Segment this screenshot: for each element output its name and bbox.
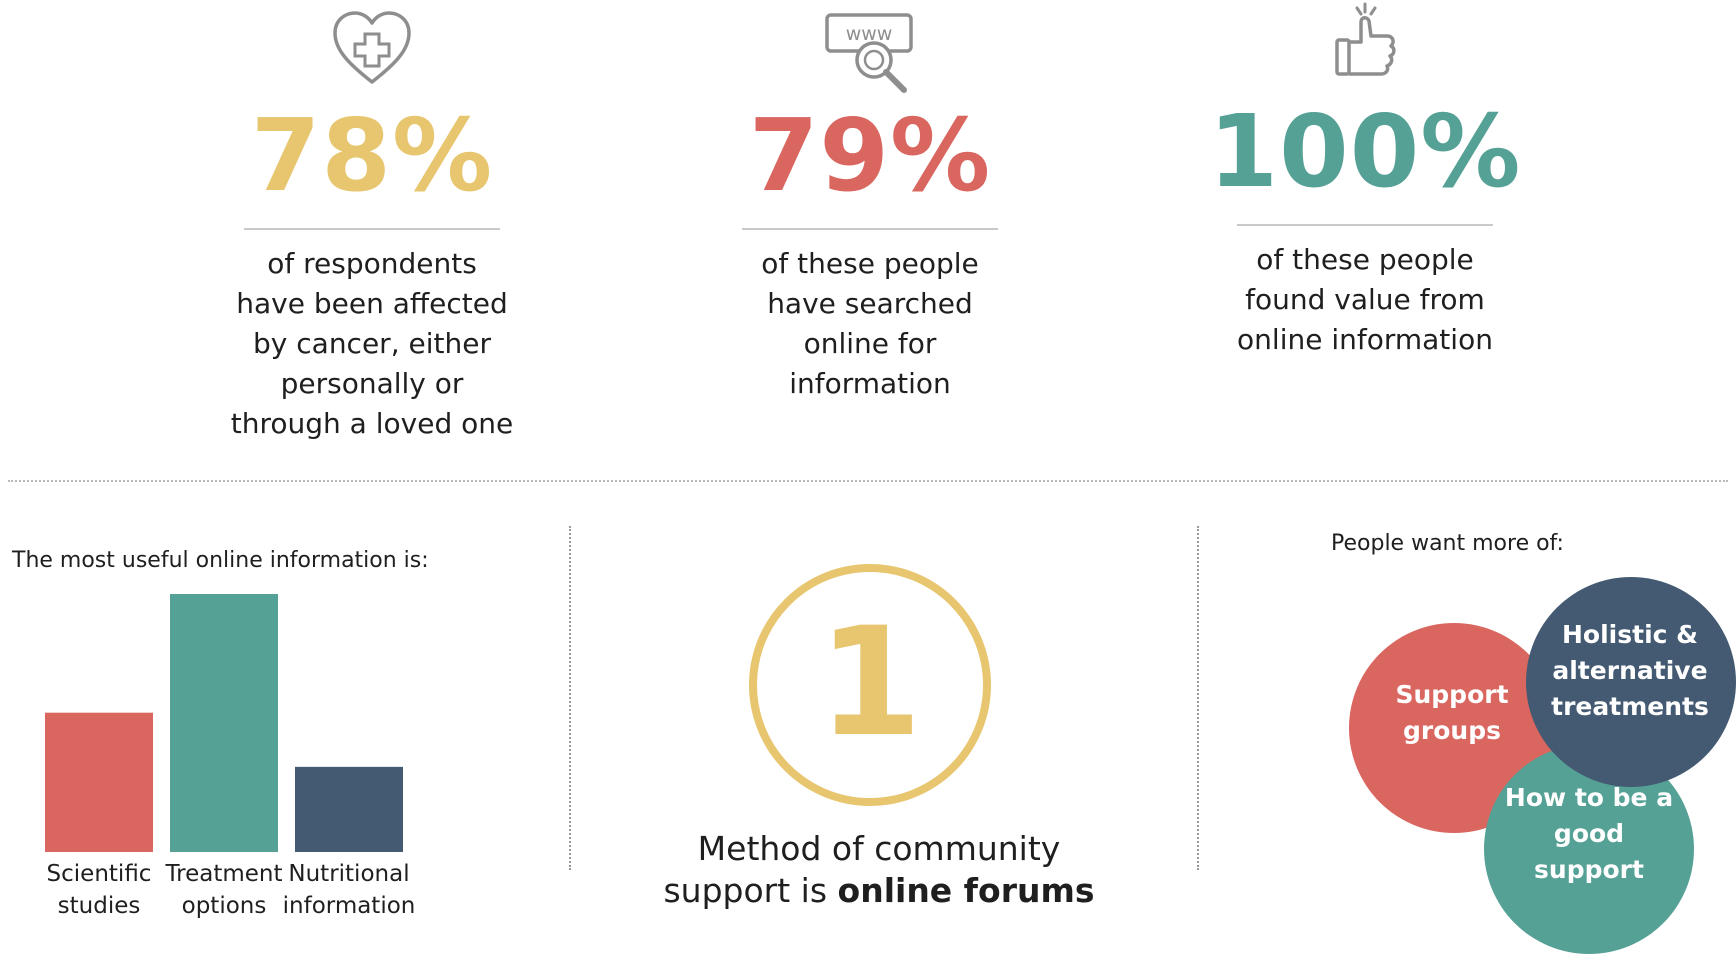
divider: [742, 228, 998, 230]
bubble-holistic: Holistic & alternative treatments: [1526, 577, 1736, 787]
bubble-line: alternative: [1552, 656, 1708, 685]
bar-category-label-line: Nutritional: [288, 861, 410, 887]
stat-line: of respondents: [267, 247, 477, 280]
stat-affected: 78% of respondents have been affected by…: [162, 8, 582, 444]
stat-line: have been affected: [236, 287, 508, 320]
stat-description: of these people have searched online for…: [660, 244, 1080, 404]
bar-category-label-line: options: [181, 893, 267, 919]
community-line-1: Method of community: [697, 829, 1061, 868]
stat-value: 79%: [748, 97, 992, 214]
vertical-divider-right: [1197, 526, 1199, 870]
bubble-line: Support: [1395, 680, 1509, 709]
stat-line: personally or: [280, 367, 464, 400]
stat-value: 78%: [250, 97, 494, 214]
community-line-2-bold: online forums: [837, 871, 1095, 910]
divider: [1237, 224, 1493, 226]
bar-category-label-line: Scientific: [46, 861, 152, 887]
divider: [244, 228, 500, 230]
stat-line: of these people: [761, 247, 979, 280]
community-support-text: Method of community support is online fo…: [619, 828, 1139, 912]
bubble-line: treatments: [1551, 692, 1709, 721]
thumbs-up-icon: [1335, 2, 1396, 76]
heart-plus-icon: [333, 11, 411, 84]
horizontal-divider: [8, 480, 1728, 482]
svg-text:www: www: [846, 23, 893, 45]
www-search-icon: www: [825, 13, 913, 93]
bar-0: [45, 712, 153, 852]
community-line-2-prefix: support is: [663, 871, 838, 910]
bar-category-label-line: Treatment: [165, 861, 283, 887]
ring-number: 1: [817, 596, 923, 770]
stat-value-found: 100% of these people found value from on…: [1155, 0, 1575, 360]
bar-category-label: Scientific studies: [29, 858, 169, 922]
bubble-line: good: [1553, 819, 1625, 848]
bar-category-label-line: studies: [57, 893, 141, 919]
bubble-line: How to be a: [1504, 783, 1674, 812]
bar-chart: [45, 594, 403, 852]
stat-line: online for: [803, 327, 937, 360]
stat-line: found value from: [1245, 283, 1485, 316]
number-ring: [749, 564, 991, 806]
stat-line: through a loved one: [230, 407, 514, 440]
stat-searched: www 79% of these people have searched on…: [660, 8, 1080, 404]
bar-category-label-line: information: [282, 893, 416, 919]
stat-description: of respondents have been affected by can…: [162, 244, 582, 444]
stat-description: of these people found value from online …: [1155, 240, 1575, 360]
bubble-how-to-support: How to be a good support: [1484, 744, 1694, 954]
bar-1: [170, 594, 278, 852]
vertical-divider-left: [569, 526, 571, 870]
bubble-line: Holistic &: [1562, 620, 1698, 649]
stat-value: 100%: [1208, 93, 1522, 210]
bar-category-label: Treatment options: [154, 858, 294, 922]
wants-title: People want more of:: [1331, 531, 1564, 556]
stat-line: by cancer, either: [253, 327, 491, 360]
bubble-line: support: [1534, 855, 1644, 884]
chart-title: The most useful online information is:: [12, 548, 429, 573]
stat-line: have searched: [767, 287, 973, 320]
stat-line: information: [789, 367, 951, 400]
bar-category-label: Nutritional information: [279, 858, 419, 922]
bar-2: [295, 766, 403, 852]
stat-line: online information: [1237, 323, 1493, 356]
bubble-line: groups: [1403, 716, 1501, 745]
community-line-2: support is online forums: [619, 870, 1139, 912]
stat-line: of these people: [1256, 243, 1474, 276]
bubble-support-groups: Support groups: [1349, 623, 1559, 833]
